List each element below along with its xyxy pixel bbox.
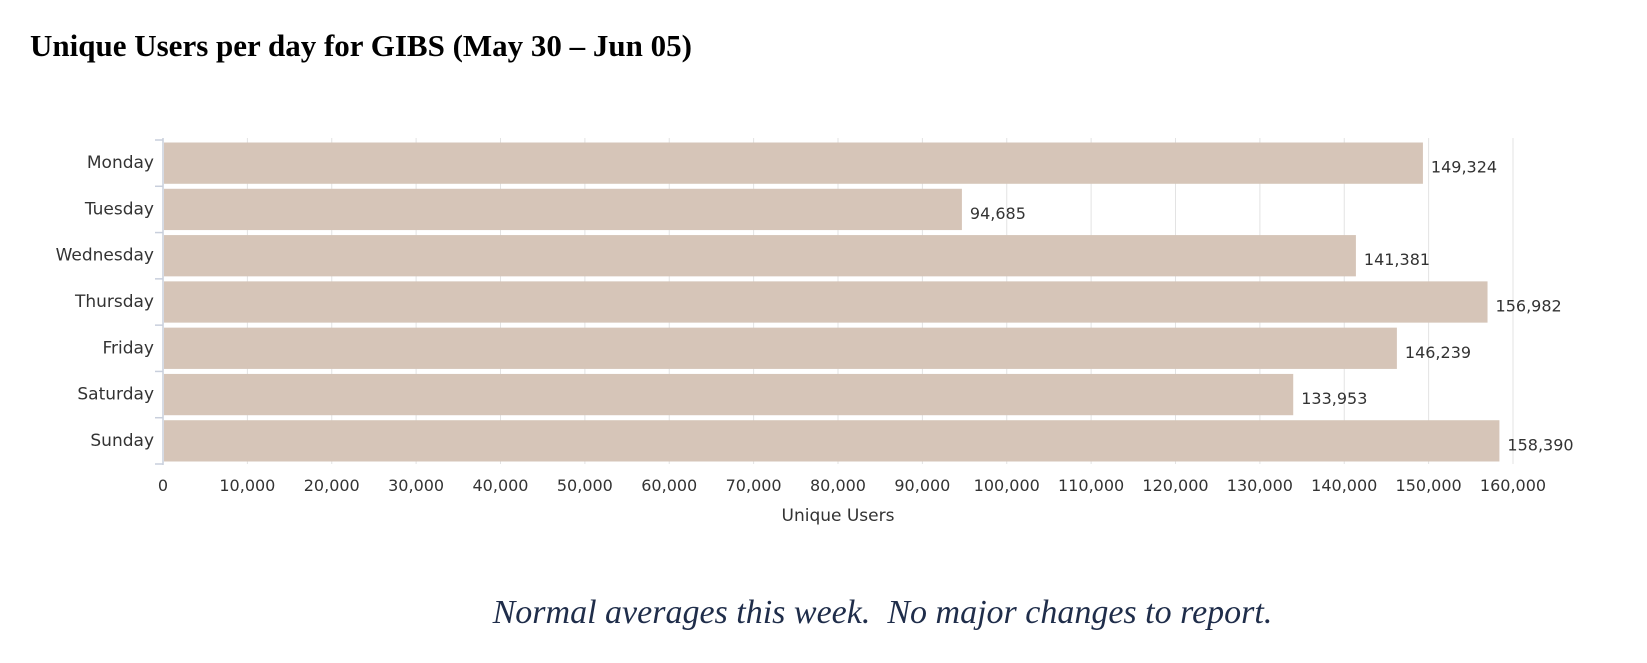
x-tick-label: 160,000: [1480, 476, 1546, 495]
x-tick-label: 50,000: [557, 476, 613, 495]
bar-monday[interactable]: [164, 142, 1423, 184]
data-label: 94,685: [970, 204, 1026, 223]
data-label: 146,239: [1405, 343, 1471, 362]
bar-thursday[interactable]: [164, 281, 1488, 323]
x-tick-label: 110,000: [1058, 476, 1124, 495]
data-label: 141,381: [1364, 250, 1430, 269]
category-label: Sunday: [90, 431, 154, 451]
x-tick-label: 10,000: [219, 476, 275, 495]
x-axis-title: Unique Users: [782, 506, 895, 526]
data-label: 158,390: [1507, 435, 1573, 454]
category-label: Friday: [102, 338, 154, 358]
category-label: Saturday: [77, 385, 154, 405]
x-tick-label: 130,000: [1227, 476, 1293, 495]
x-tick-label: 120,000: [1142, 476, 1208, 495]
bar-sunday[interactable]: [164, 420, 1500, 462]
category-label: Thursday: [74, 292, 154, 312]
x-tick-label: 90,000: [894, 476, 950, 495]
x-tick-label: 30,000: [388, 476, 444, 495]
x-tick-label: 0: [158, 476, 168, 495]
data-label: 133,953: [1301, 389, 1367, 408]
x-tick-label: 70,000: [726, 476, 782, 495]
bar-tuesday[interactable]: [164, 188, 962, 231]
x-tick-label: 60,000: [641, 476, 697, 495]
x-tick-label: 140,000: [1311, 476, 1377, 495]
category-label: Tuesday: [84, 199, 154, 219]
category-label: Wednesday: [56, 246, 154, 266]
page-title: Unique Users per day for GIBS (May 30 – …: [30, 28, 692, 63]
x-tick-label: 100,000: [974, 476, 1040, 495]
x-tick-label: 80,000: [810, 476, 866, 495]
data-label: 156,982: [1496, 297, 1562, 316]
data-label: 149,324: [1431, 158, 1497, 177]
bar-friday[interactable]: [164, 327, 1397, 369]
bar-saturday[interactable]: [164, 373, 1294, 416]
x-tick-label: 20,000: [304, 476, 360, 495]
x-tick-label: 40,000: [473, 476, 529, 495]
x-tick-label: 150,000: [1396, 476, 1462, 495]
bar-wednesday[interactable]: [164, 235, 1356, 277]
footer-note: Normal averages this week. No major chan…: [492, 594, 1273, 631]
category-label: Monday: [87, 153, 154, 173]
